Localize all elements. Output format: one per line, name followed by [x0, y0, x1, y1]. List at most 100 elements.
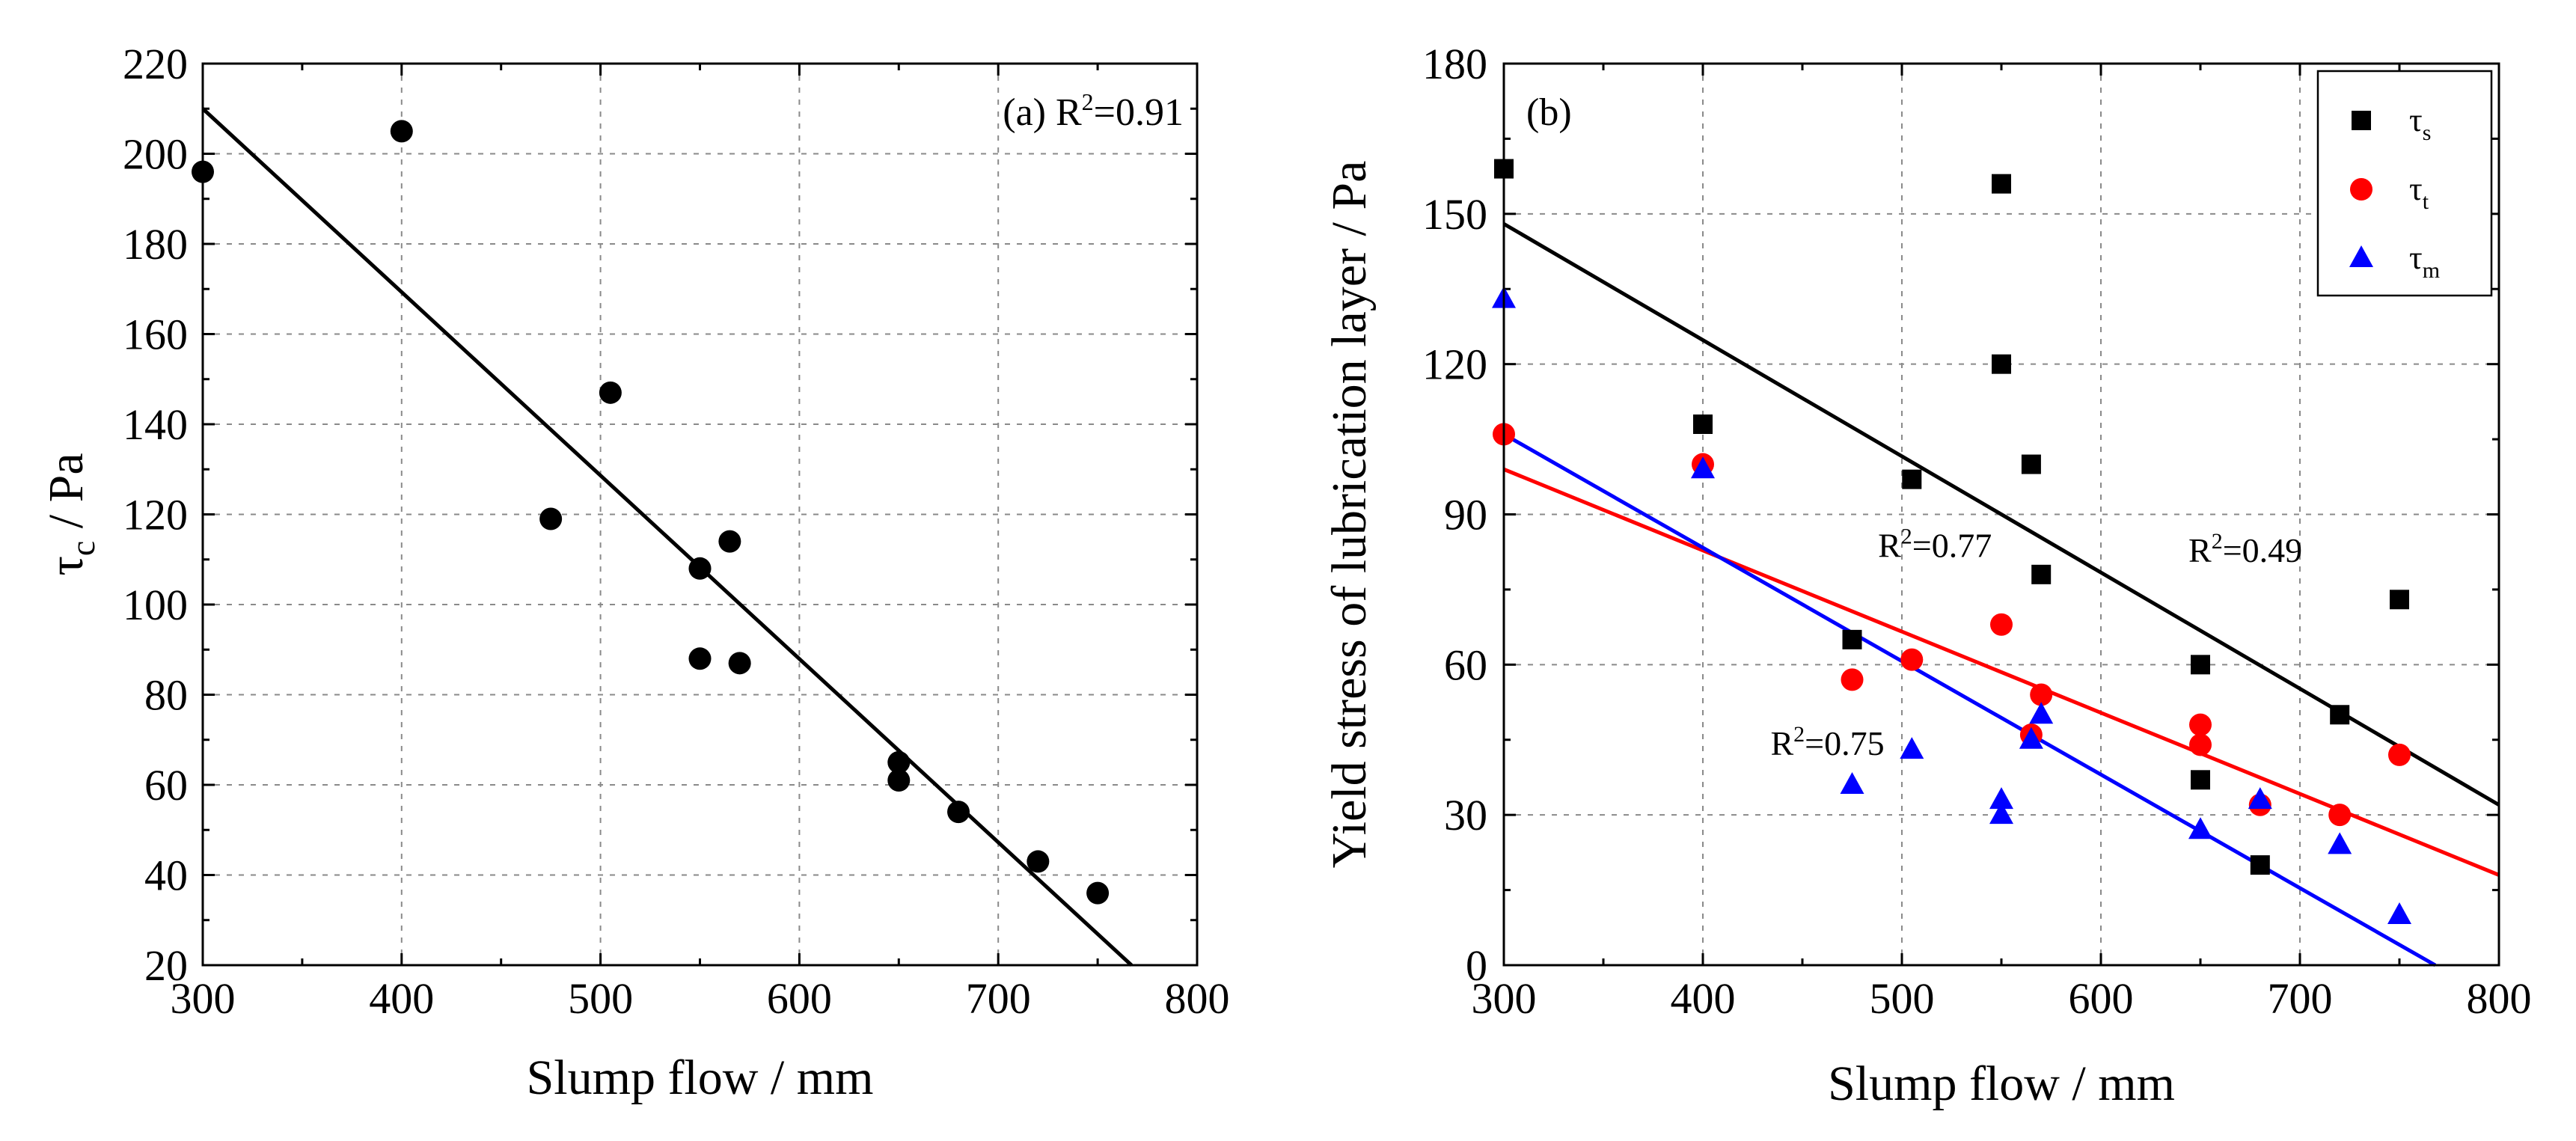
y-tick-label: 120 — [1422, 340, 1487, 389]
y-tick-label: 40 — [144, 851, 188, 900]
data-point-τs — [2330, 705, 2350, 725]
data-point-τm — [2248, 787, 2272, 810]
panel-a-y-axis-unit: / Pa — [39, 453, 94, 540]
data-point-τs — [1902, 469, 1922, 489]
x-tick-label: 600 — [2069, 974, 2134, 1023]
x-tick-label: 400 — [1671, 974, 1736, 1023]
x-tick-label: 700 — [966, 974, 1031, 1023]
data-point-τt — [2189, 733, 2212, 756]
panel-a-y-axis-subscript: c — [64, 541, 102, 556]
panel-a-grid — [203, 64, 1197, 965]
legend-marker-τm — [2349, 245, 2373, 267]
panel-a-x-axis-title: Slump flow / mm — [527, 1050, 874, 1105]
data-point-τm — [1989, 787, 2013, 810]
panel-b-label: (b) — [1526, 91, 1572, 134]
r2-value: =0.75 — [1805, 724, 1884, 762]
data-point-τc — [1027, 850, 1050, 873]
panel-b-r2-label-t: R2=0.77 — [1878, 524, 1992, 564]
y-tick-label: 220 — [123, 40, 188, 88]
y-tick-label: 60 — [144, 761, 188, 810]
legend-symbol: τ — [2409, 171, 2423, 207]
data-point-τs — [1992, 174, 2011, 194]
x-tick-label: 700 — [2268, 974, 2333, 1023]
data-point-τc — [599, 381, 622, 404]
data-point-τc — [718, 530, 741, 553]
panel-b-r2-label-s: R2=0.49 — [2188, 529, 2302, 569]
data-point-τs — [2390, 590, 2409, 610]
panel-a-label: (a) — [1003, 91, 1046, 134]
panel-a-y-axis-title: τc / Pa — [39, 453, 102, 575]
data-point-τm — [1989, 802, 2013, 825]
panel-a-tick-labels: 300 400 500 600 700 800 20 40 60 80 100 120 140 160 18… — [123, 40, 1230, 1023]
panel-b-tick-labels: 300 400 500 600 700 800 0 30 60 90 120 150 180 — [1422, 40, 2532, 1023]
y-tick-label: 30 — [1444, 791, 1487, 839]
legend-label-tau-s: τs — [2409, 102, 2431, 145]
data-point-τm — [2387, 902, 2411, 925]
legend-symbol: τ — [2409, 239, 2423, 276]
legend-box — [2316, 70, 2493, 297]
r2-value: =0.49 — [2223, 531, 2302, 569]
panel-a-r2-letter: R — [1056, 91, 1082, 134]
data-point-τs — [2191, 655, 2210, 675]
legend-label-tau-m: τm — [2409, 239, 2440, 283]
x-tick-label: 300 — [1472, 974, 1537, 1023]
panel-b-y-axis-title: Yield stress of lubrication layer / Pa — [1322, 161, 1377, 869]
panel-b-r2-label-m: R2=0.75 — [1770, 722, 1884, 762]
data-point-τs — [2250, 855, 2270, 875]
legend-subscript: s — [2423, 120, 2432, 145]
data-point-τc — [887, 750, 911, 774]
data-point-τc — [688, 557, 712, 580]
r2-letter: R — [1770, 724, 1793, 762]
x-tick-label: 400 — [369, 974, 434, 1023]
y-tick-label: 150 — [1422, 190, 1487, 239]
legend-subscript: t — [2423, 189, 2429, 214]
legend-subscript: m — [2423, 258, 2440, 283]
data-point-τm — [1840, 772, 1864, 794]
data-point-τc — [539, 507, 563, 530]
y-tick-label: 180 — [123, 220, 188, 269]
fit-line-τc — [201, 107, 1133, 967]
r2-letter: R — [1878, 526, 1901, 564]
panel-a-data-points — [192, 120, 1110, 905]
panel-a-fit-lines — [201, 107, 1133, 967]
data-point-τc — [728, 652, 751, 675]
data-point-τt — [2189, 713, 2212, 736]
x-tick-label: 800 — [2467, 974, 2532, 1023]
legend-marker-τt — [2350, 178, 2372, 201]
data-point-τt — [1841, 668, 1864, 691]
x-tick-label: 300 — [171, 974, 236, 1023]
y-tick-label: 90 — [1444, 491, 1487, 539]
y-tick-label: 60 — [1444, 640, 1487, 689]
panel-a-plot-frame — [201, 62, 1199, 967]
x-tick-label: 500 — [568, 974, 633, 1023]
data-point-τs — [1842, 629, 1862, 649]
panel-b-fit-lines — [1502, 222, 2500, 967]
data-point-τc — [887, 768, 911, 792]
data-point-τm — [2029, 702, 2054, 724]
data-point-τs — [1693, 415, 1713, 434]
data-point-τs — [2031, 564, 2052, 584]
data-point-τm — [1691, 456, 1715, 479]
data-point-τc — [1086, 881, 1110, 905]
legend-marker-τs — [2352, 111, 2371, 130]
y-tick-label: 80 — [144, 671, 188, 720]
x-tick-label: 800 — [1165, 974, 1230, 1023]
r2-superscript: 2 — [2212, 529, 2223, 554]
fit-line-τm — [1502, 432, 2437, 967]
data-point-τt — [1900, 648, 1924, 671]
x-tick-label: 500 — [1870, 974, 1935, 1023]
panel-b-legend: τs τt τm — [2316, 70, 2493, 297]
r2-superscript: 2 — [1901, 524, 1912, 548]
data-point-τt — [2388, 743, 2411, 766]
data-point-τm — [2328, 832, 2352, 854]
data-point-τc — [947, 801, 970, 824]
y-tick-label: 140 — [123, 400, 188, 449]
panel-a-r2-superscript: 2 — [1082, 88, 1094, 115]
x-tick-label: 600 — [767, 974, 832, 1023]
panel-a-ticks — [201, 62, 1199, 967]
r2-letter: R — [2188, 531, 2212, 569]
data-point-τs — [1992, 354, 2011, 374]
data-point-τt — [2030, 683, 2053, 706]
r2-value: =0.77 — [1912, 526, 1992, 564]
